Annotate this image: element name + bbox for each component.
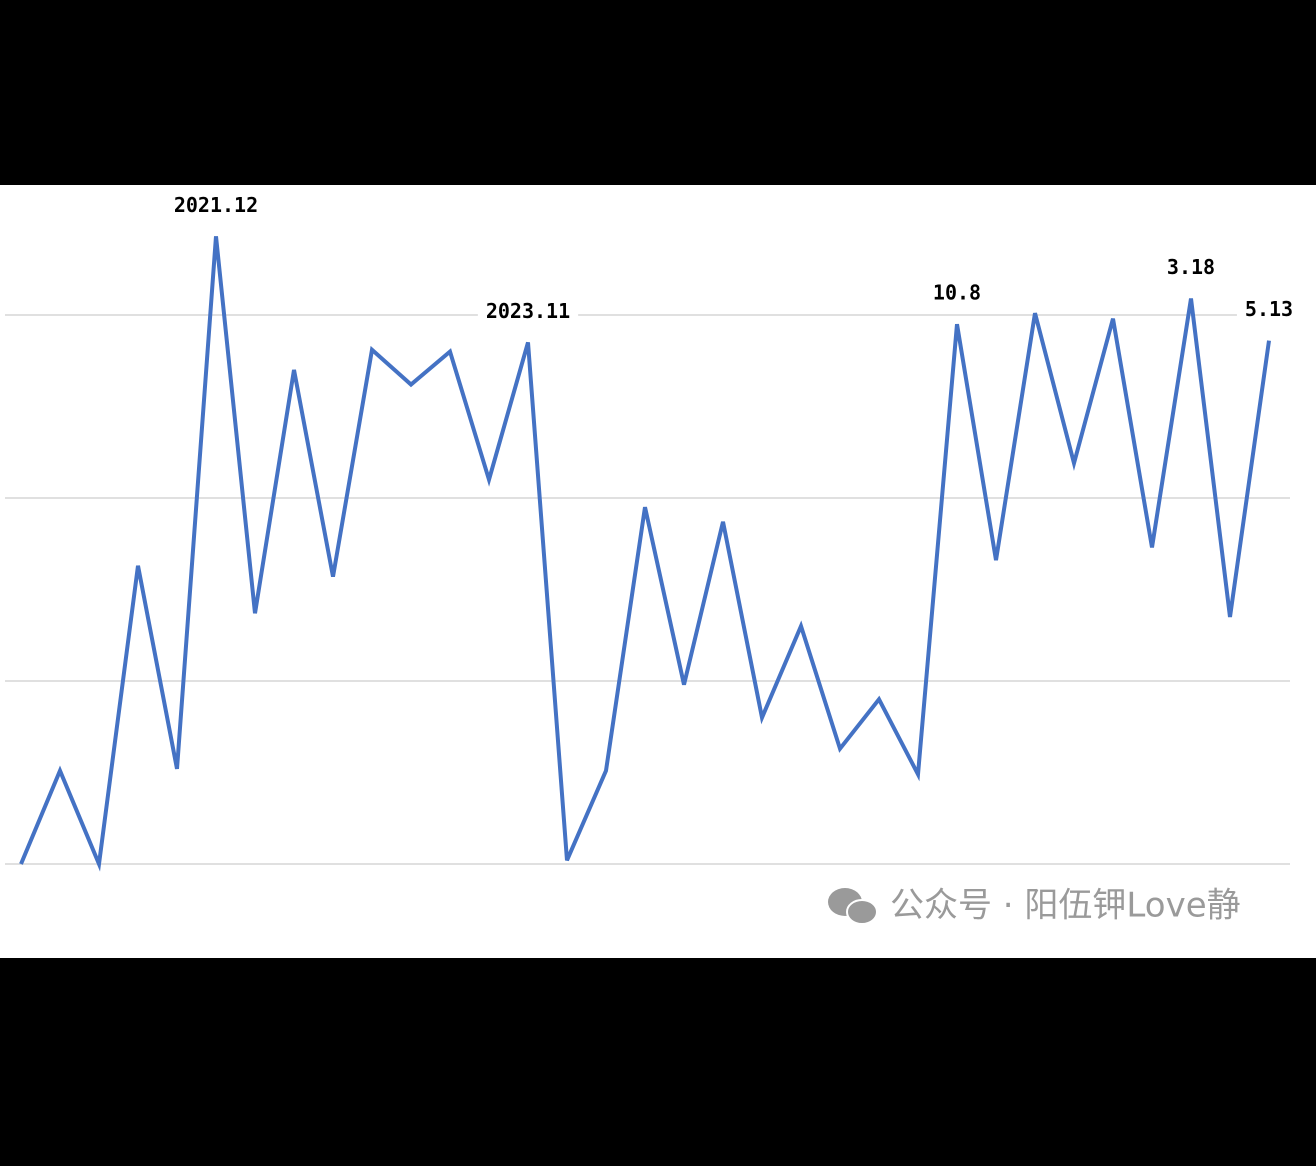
- point-label: 5.13: [1245, 297, 1293, 321]
- label-background: [924, 276, 990, 309]
- watermark-icon: [828, 888, 878, 925]
- line: [19, 236, 1271, 872]
- point-label: 3.18: [1167, 255, 1215, 279]
- label-background: [477, 294, 579, 327]
- label-background: [1236, 293, 1302, 326]
- point-label: 2021.12: [174, 193, 258, 217]
- label-background: [165, 188, 267, 221]
- label-background: [1158, 251, 1224, 284]
- point-label: 10.8: [933, 281, 981, 305]
- watermark: 公众号 · 阳伍钾Love静: [890, 886, 1241, 926]
- point-label: 2023.11: [486, 299, 570, 323]
